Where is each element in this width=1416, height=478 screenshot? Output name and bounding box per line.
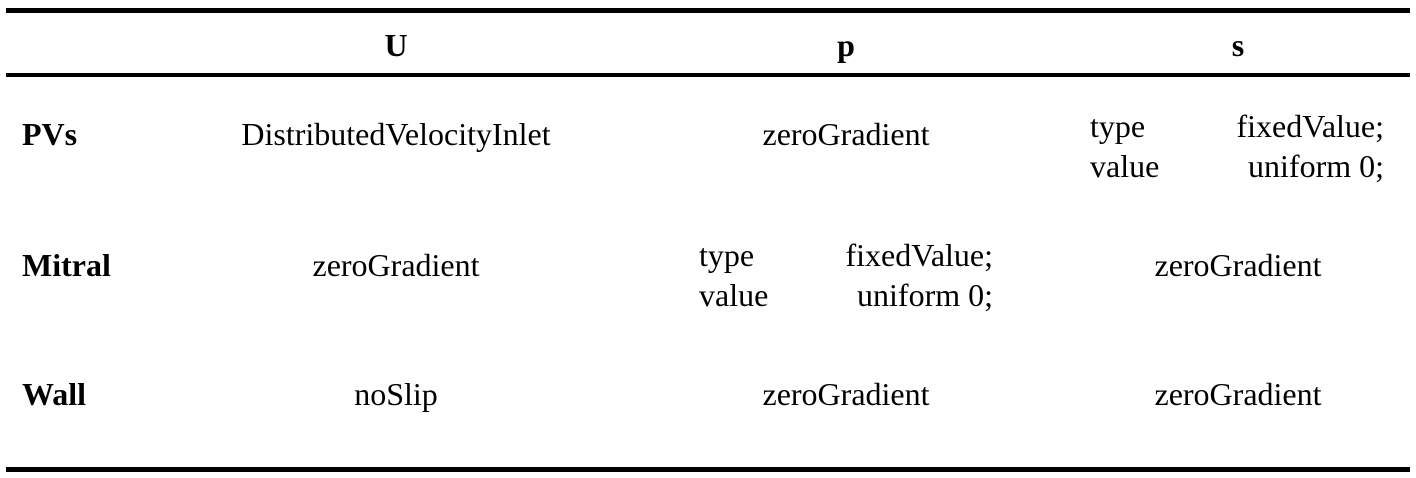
kv-type-value: fixedValue; [845,237,994,273]
header-s: s [1231,27,1245,63]
row-label-wall: Wall [22,376,87,412]
kv-value-value: uniform 0; [857,277,993,313]
cell-pvs-p: zeroGradient [762,116,930,152]
bottom-rule [6,467,1410,472]
row-label-mitral: Mitral [22,247,111,283]
header-p: p [837,27,855,63]
cell-wall-s: zeroGradient [1154,376,1322,412]
cell-pvs-s: type fixedValue; value uniform 0; [1090,106,1384,186]
kv-type-value: fixedValue; [1236,108,1385,144]
kv-type-key: type [1090,108,1146,144]
cell-mitral-p: type fixedValue; value uniform 0; [699,235,993,315]
cell-wall-u: noSlip [354,376,438,412]
cell-mitral-s: zeroGradient [1154,247,1322,283]
kv-value-key: value [1090,148,1160,184]
kv-type-key: type [699,237,755,273]
kv-value-value: uniform 0; [1248,148,1384,184]
kv-value-key: value [699,277,769,313]
cell-mitral-u: zeroGradient [312,247,480,283]
kv-value-line: value uniform 0; [699,275,993,315]
cell-pvs-u: DistributedVelocityInlet [241,116,551,152]
row-label-pvs: PVs [22,116,78,152]
kv-type-line: type fixedValue; [1090,106,1384,146]
header-rule [6,73,1410,77]
top-rule [6,8,1410,13]
header-u: U [384,27,408,63]
kv-type-line: type fixedValue; [699,235,993,275]
kv-value-line: value uniform 0; [1090,146,1384,186]
cell-wall-p: zeroGradient [762,376,930,412]
